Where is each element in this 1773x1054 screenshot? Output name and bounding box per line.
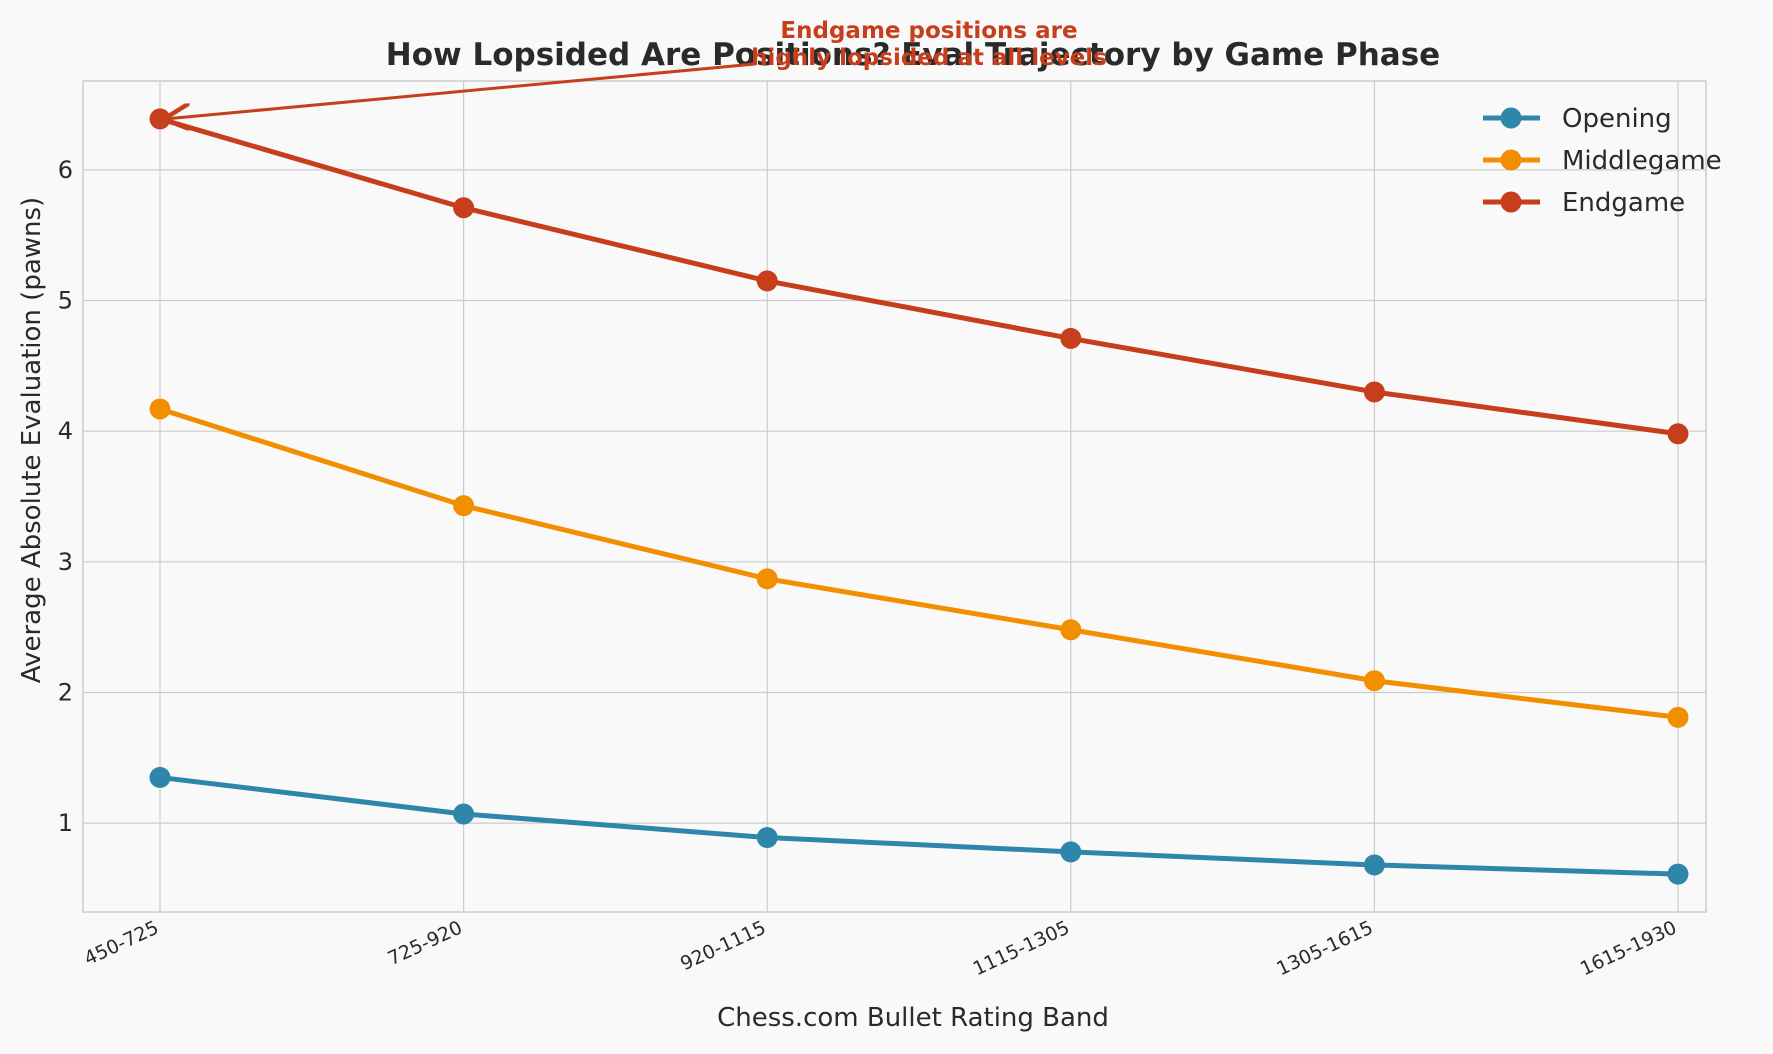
- y-axis-ticks: 1 2 3 4 5 6: [58, 156, 73, 837]
- data-point: [453, 803, 475, 825]
- annotation-text: highly lopsided at all levels: [751, 45, 1107, 71]
- data-point: [756, 827, 778, 849]
- data-point: [1060, 841, 1082, 863]
- legend-item-endgame: Endgame: [1483, 188, 1685, 218]
- y-tick-label: 5: [58, 287, 73, 315]
- y-tick-label: 3: [58, 548, 73, 576]
- x-tick-label: 1305-1615: [1273, 917, 1376, 981]
- series-line: [157, 406, 1681, 720]
- data-point: [149, 398, 171, 420]
- data-point: [1363, 670, 1385, 692]
- series-lines: [149, 108, 1689, 885]
- y-tick-label: 1: [58, 809, 73, 837]
- x-axis-label: Chess.com Bullet Rating Band: [717, 1003, 1109, 1033]
- annotation-text: Endgame positions are: [780, 18, 1077, 44]
- data-point: [756, 270, 778, 292]
- x-tick-label: 1615-1930: [1577, 917, 1680, 981]
- data-point: [1667, 423, 1689, 445]
- data-point: [1060, 327, 1082, 349]
- legend-item-middlegame: Middlegame: [1483, 146, 1722, 176]
- series-line: [157, 116, 1681, 437]
- legend-item-opening: Opening: [1483, 104, 1672, 134]
- x-tick-label: 1115-1305: [970, 917, 1073, 981]
- series-endgame: [149, 108, 1689, 445]
- data-point: [1060, 619, 1082, 641]
- series-opening: [149, 766, 1689, 885]
- x-tick-label: 920-1115: [677, 917, 769, 976]
- chart-title: How Lopsided Are Positions? Eval Traject…: [386, 37, 1440, 73]
- legend: Opening Middlegame Endgame: [1483, 104, 1722, 218]
- data-point: [149, 766, 171, 788]
- series-line: [157, 774, 1681, 877]
- data-point: [1363, 854, 1385, 876]
- data-point: [453, 495, 475, 517]
- legend-label: Middlegame: [1562, 146, 1722, 176]
- data-point: [1667, 863, 1689, 885]
- series-middlegame: [149, 398, 1689, 728]
- x-tick-label: 450-725: [81, 917, 162, 970]
- plot-frame: [82, 80, 1707, 913]
- grid: [83, 81, 1706, 912]
- y-axis-label: Average Absolute Evaluation (pawns): [17, 197, 47, 683]
- data-point: [1667, 706, 1689, 728]
- legend-swatch-marker: [1500, 107, 1522, 129]
- legend-label: Opening: [1562, 104, 1672, 134]
- data-point: [453, 197, 475, 219]
- legend-label: Endgame: [1562, 188, 1685, 218]
- legend-swatch-marker: [1500, 149, 1522, 171]
- annotation-arrow: [166, 62, 756, 119]
- y-tick-label: 6: [58, 156, 73, 184]
- legend-swatch-marker: [1500, 191, 1522, 213]
- y-tick-label: 4: [58, 417, 73, 445]
- x-axis-ticks: 450-725 725-920 920-1115 1115-1305 1305-1615…: [81, 917, 1680, 981]
- data-point: [756, 568, 778, 590]
- data-point: [1363, 381, 1385, 403]
- y-tick-label: 2: [58, 678, 73, 706]
- x-tick-label: 725-920: [384, 917, 465, 970]
